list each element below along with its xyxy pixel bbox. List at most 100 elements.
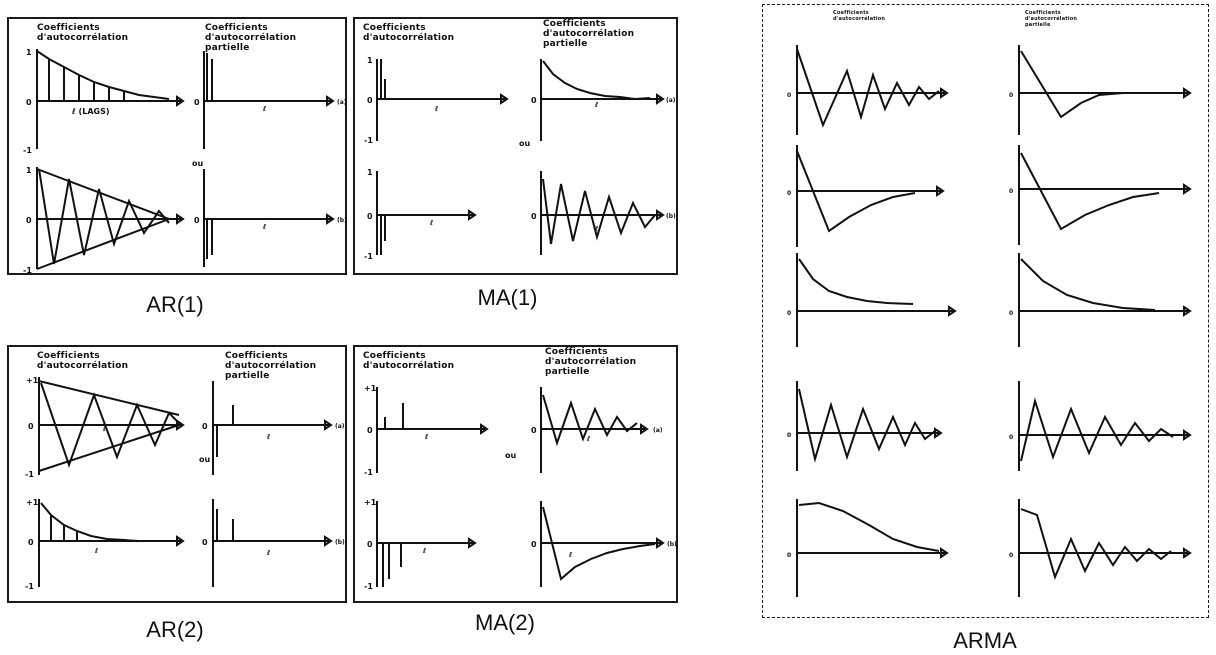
svg-text:+1: +1 (26, 498, 39, 507)
svg-text:ℓ: ℓ (568, 551, 572, 559)
svg-text:1: 1 (367, 168, 373, 177)
svg-text:1: 1 (367, 56, 373, 65)
svg-text:+1: +1 (364, 498, 377, 507)
svg-text:-1: -1 (364, 582, 373, 591)
svg-text:ℓ: ℓ (262, 105, 266, 113)
svg-text:-1: -1 (23, 146, 32, 155)
ar2-acf-header: Coefficients d'autocorrélation (37, 351, 129, 371)
ar2-panel: Coefficients d'autocorrélation Coefficie… (7, 345, 347, 603)
svg-text:0: 0 (367, 540, 373, 549)
svg-text:0: 0 (28, 538, 34, 547)
ar1-acf-top: 1 0 -1 (23, 48, 185, 155)
svg-text:-1: -1 (25, 470, 34, 479)
ar1-sep-label: ou (192, 159, 204, 168)
ma2-pacf-top: 0 ℓ (a) (531, 387, 663, 473)
arma-caption: ARMA (953, 628, 1017, 653)
svg-text:0: 0 (367, 212, 373, 221)
svg-text:0: 0 (531, 540, 537, 549)
svg-text:(a): (a) (653, 427, 663, 434)
svg-text:1: 1 (26, 166, 32, 175)
svg-text:ℓ: ℓ (94, 547, 98, 555)
ma1-panel: Coefficients d'autocorrélation Coefficie… (353, 17, 678, 275)
svg-text:+1: +1 (364, 384, 377, 393)
ma1-caption: MA(1) (477, 285, 538, 310)
ma1-acf-top: 1 0 -1 ℓ (364, 56, 509, 145)
ar2-caption: AR(2) (146, 617, 204, 642)
ar1-panel: Coefficients d'autocorrélation Coefficie… (7, 17, 347, 275)
svg-text:(b): (b) (666, 213, 676, 220)
svg-text:0: 0 (1009, 310, 1013, 317)
ar1-caption: AR(1) (146, 292, 204, 317)
arma-panel: Coefficients d'autocorrélation Coefficie… (762, 4, 1209, 618)
ar1-pacf-bottom: 0 ℓ (b) (194, 169, 347, 267)
svg-text:ℓ: ℓ (266, 549, 270, 557)
svg-text:(a): (a) (335, 423, 345, 430)
svg-text:-1: -1 (364, 252, 373, 261)
svg-text:-1: -1 (23, 266, 32, 275)
svg-text:0: 0 (1009, 552, 1013, 559)
ma1-pacf-bottom: 0 ℓ (b) (531, 171, 676, 255)
svg-text:(b): (b) (335, 539, 345, 546)
arma-acf-5: 0 (787, 499, 949, 597)
arma-acf-3: 0 (787, 253, 957, 347)
svg-text:0: 0 (531, 212, 537, 221)
ma2-sep-label: ou (505, 451, 517, 460)
svg-text:ℓ: ℓ (424, 433, 428, 441)
ar1-pacf-top: 0 ℓ (a) (194, 51, 347, 149)
svg-text:0: 0 (194, 98, 200, 107)
ma2-caption: MA(2) (475, 610, 535, 635)
ar2-plots: +1 0 -1 ℓ 0 ℓ (a) +1 0 -1 ℓ 0 ℓ (b) (25, 376, 345, 591)
ma2-panel: Coefficients d'autocorrélation Coefficie… (353, 345, 678, 603)
ar2-pacf-top: 0 ℓ (a) (202, 381, 345, 475)
svg-text:0: 0 (202, 422, 208, 431)
ar2-acf-bottom: +1 0 -1 ℓ (25, 498, 185, 591)
ar2-pacf-bottom: 0 ℓ (b) (202, 499, 345, 587)
arma-pacf-1: 0 (1009, 45, 1192, 135)
svg-text:0: 0 (367, 96, 373, 105)
svg-text:0: 0 (1009, 188, 1013, 195)
arma-pacf-header: Coefficients d'autocorrélation partielle (1025, 10, 1078, 28)
svg-text:ℓ: ℓ (262, 223, 266, 231)
svg-text:(b): (b) (667, 541, 677, 548)
svg-text:ℓ: ℓ (594, 101, 598, 109)
svg-text:ℓ: ℓ (102, 425, 106, 433)
svg-text:0: 0 (787, 552, 791, 559)
svg-text:ℓ: ℓ (429, 219, 433, 227)
ar1-acf-header: Coefficients d'autocorrélation (37, 23, 129, 43)
svg-text:(b): (b) (337, 217, 347, 224)
ma1-pacf-top: 0 ℓ (a) (531, 59, 676, 141)
svg-text:0: 0 (1009, 434, 1013, 441)
svg-text:-1: -1 (364, 468, 373, 477)
svg-text:0: 0 (787, 310, 791, 317)
arma-acf-1: 0 (787, 45, 949, 135)
svg-text:ℓ: ℓ (266, 433, 270, 441)
ma1-acf-header: Coefficients d'autocorrélation (363, 23, 455, 43)
svg-text:+1: +1 (26, 376, 39, 385)
svg-text:ℓ: ℓ (434, 105, 438, 113)
svg-text:0: 0 (367, 426, 373, 435)
svg-text:1: 1 (26, 48, 32, 57)
svg-text:-1: -1 (25, 582, 34, 591)
ma2-acf-top: +1 0 -1 ℓ (364, 384, 489, 477)
arma-pacf-5: 0 (1009, 499, 1192, 597)
arma-pacf-2: 0 (1009, 145, 1192, 245)
svg-text:ℓ: ℓ (422, 547, 426, 555)
ma1-acf-bottom: 1 0 -1 ℓ (364, 168, 477, 261)
svg-text:0: 0 (1009, 92, 1013, 99)
svg-text:0: 0 (531, 426, 537, 435)
ma2-pacf-header: Coefficients d'autocorrélation partielle (545, 347, 637, 377)
arma-acf-2: 0 (787, 145, 945, 247)
ma1-sep-label: ou (519, 139, 531, 148)
svg-text:ℓ: ℓ (594, 225, 598, 233)
ar1-axis-label: ℓ (LAGS) (72, 107, 110, 116)
arma-acf-4: 0 (787, 381, 943, 471)
svg-text:0: 0 (26, 216, 32, 225)
svg-text:0: 0 (28, 422, 34, 431)
svg-text:ℓ: ℓ (586, 435, 590, 443)
ma1-pacf-header: Coefficients d'autocorrélation partielle (543, 19, 635, 49)
ar2-pacf-header: Coefficients d'autocorrélation partielle (225, 351, 317, 381)
svg-text:0: 0 (26, 98, 32, 107)
ma1-plots: 1 0 -1 ℓ 0 ℓ (a) 1 0 -1 ℓ 0 ℓ (b) (364, 56, 676, 261)
svg-text:0: 0 (787, 92, 791, 99)
svg-text:(a): (a) (666, 97, 676, 104)
